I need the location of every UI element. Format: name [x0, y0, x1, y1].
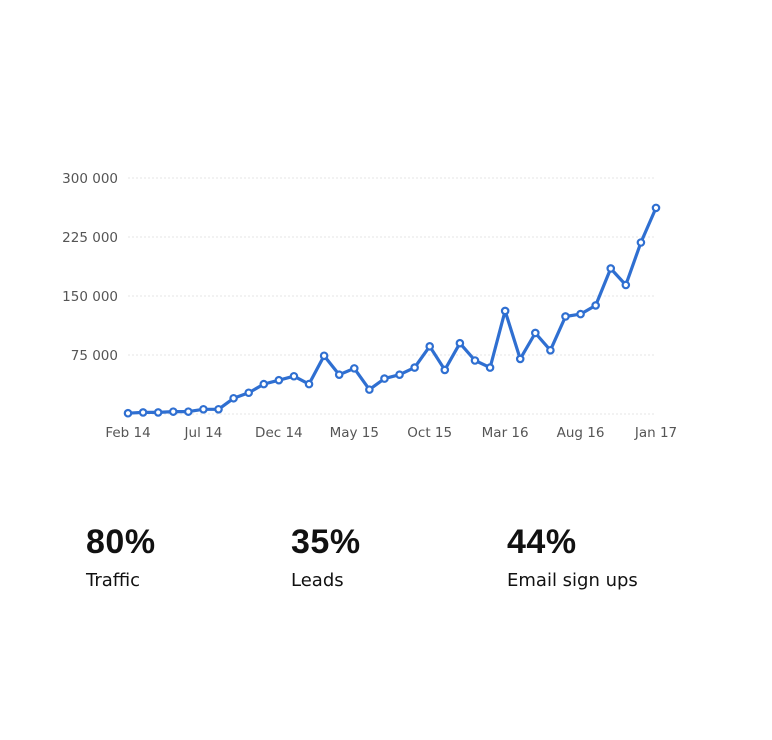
data-point	[440, 365, 450, 375]
data-point	[319, 351, 329, 361]
data-point	[168, 407, 178, 416]
data-point	[576, 309, 585, 319]
stat-label: Leads	[291, 570, 344, 591]
data-point	[455, 338, 465, 348]
data-point	[500, 306, 510, 316]
stat-value: 80%	[86, 523, 156, 561]
x-tick-label: Aug 16	[557, 425, 605, 441]
data-point	[651, 203, 661, 213]
x-tick-label: May 15	[330, 425, 379, 441]
line-chart: 75 000 150 000 225 000 300 000 Feb 14 Jul 14…	[62, 171, 677, 441]
data-point	[515, 354, 525, 364]
data-point	[546, 345, 555, 355]
data-point	[349, 364, 359, 373]
data-point	[531, 328, 540, 338]
data-point	[591, 301, 600, 310]
stat-label: Email sign ups	[507, 570, 638, 591]
x-tick-label: Feb 14	[105, 425, 150, 441]
data-point	[229, 393, 238, 403]
data-point	[636, 238, 646, 247]
data-point	[380, 374, 389, 383]
x-tick-label: Dec 14	[255, 425, 303, 441]
data-point	[244, 388, 253, 398]
series-group	[123, 203, 661, 418]
data-point	[470, 356, 480, 365]
data-point	[606, 264, 616, 273]
data-point	[365, 385, 374, 394]
data-point	[561, 312, 570, 321]
data-point	[425, 342, 435, 351]
data-point	[123, 408, 133, 418]
x-tick-label: Mar 16	[482, 425, 529, 441]
x-tick-label: Oct 15	[407, 425, 452, 441]
stat-value: 35%	[291, 523, 361, 561]
x-tick-label: Jul 14	[184, 425, 223, 441]
stat-label: Traffic	[86, 570, 141, 591]
data-point	[485, 363, 495, 372]
data-point	[410, 363, 419, 372]
y-tick-label: 75 000	[71, 348, 118, 364]
data-point	[214, 404, 223, 414]
data-point	[274, 375, 284, 385]
grid-lines	[128, 177, 656, 415]
y-tick-label: 300 000	[62, 171, 118, 187]
series-line	[126, 206, 658, 415]
data-point	[621, 280, 631, 290]
data-point	[138, 408, 148, 417]
y-axis-ticks: 75 000 150 000 225 000 300 000	[62, 171, 118, 364]
data-point	[259, 379, 269, 389]
data-point	[199, 404, 208, 414]
data-point	[289, 371, 299, 381]
stat-traffic: 80% Traffic	[86, 520, 156, 591]
stats-row: 80% Traffic 35% Leads 44% Email sign ups	[0, 520, 772, 620]
data-point	[304, 379, 314, 389]
x-axis-ticks: Feb 14 Jul 14 Dec 14 May 15 Oct 15 Mar 16 Aug …	[105, 425, 677, 441]
stat-leads: 35% Leads	[291, 520, 361, 591]
data-point	[153, 408, 163, 417]
stat-email-signups: 44% Email sign ups	[507, 520, 638, 591]
x-tick-label: Jan 17	[634, 425, 677, 441]
stat-value: 44%	[507, 523, 577, 561]
y-tick-label: 150 000	[62, 289, 118, 305]
data-point	[395, 370, 404, 379]
y-tick-label: 225 000	[62, 230, 118, 246]
data-point	[184, 407, 193, 416]
data-point	[334, 370, 344, 379]
